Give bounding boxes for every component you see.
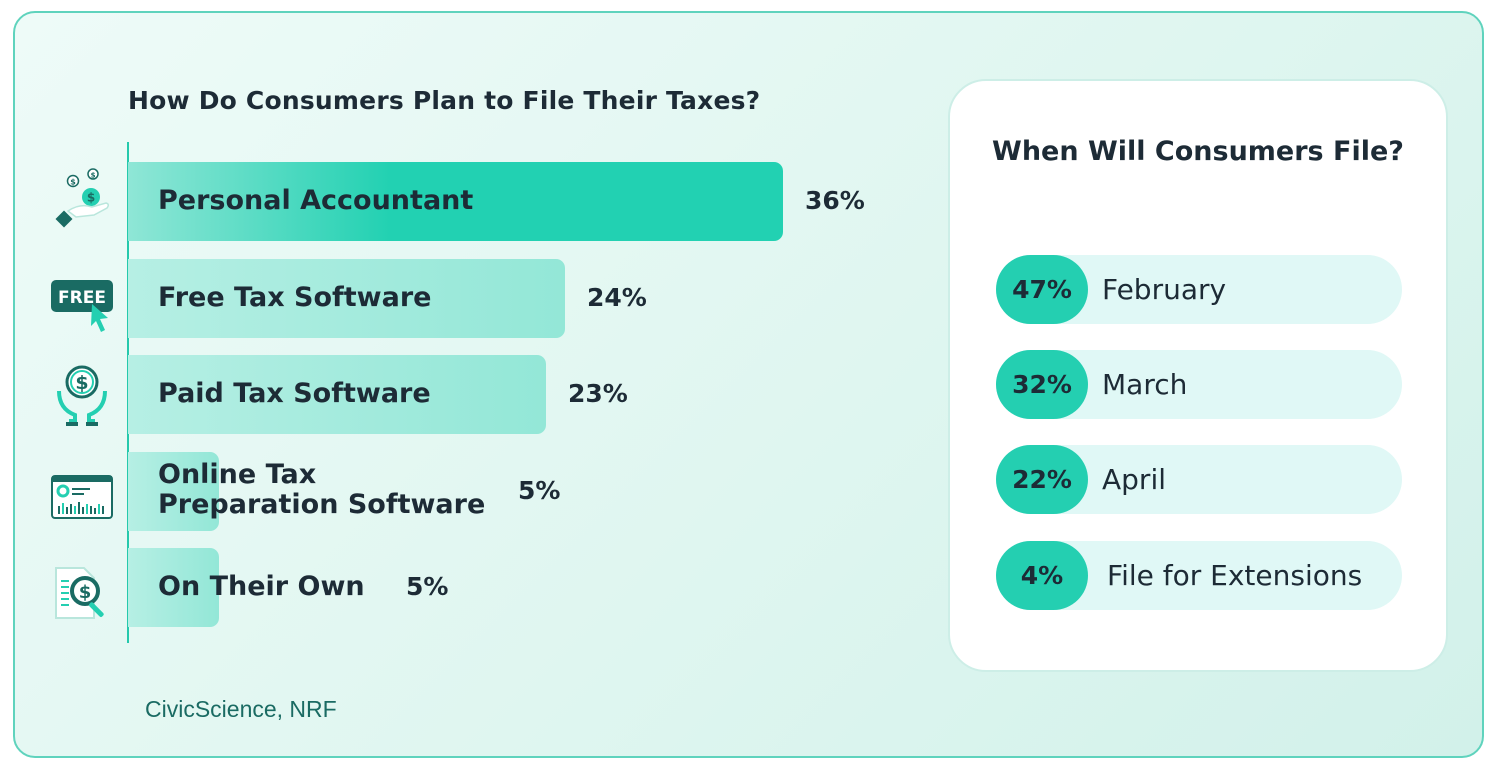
free-tag-cursor-icon: FREE: [51, 280, 113, 332]
bar-label: Personal Accountant: [158, 185, 474, 216]
svg-text:$: $: [91, 172, 96, 180]
bar-label: Paid Tax Software: [158, 378, 431, 409]
hand-coins-icon: $ $ $: [55, 168, 110, 228]
svg-text:FREE: FREE: [58, 288, 106, 308]
svg-text:$: $: [70, 178, 76, 187]
source-note: CivicScience, NRF: [145, 696, 337, 722]
timing-value-badge: 22%: [996, 445, 1088, 514]
bar: [128, 258, 565, 338]
bar: [128, 355, 546, 434]
timing-value-badge: 4%: [996, 541, 1088, 610]
bar-label: On Their Own: [158, 571, 365, 602]
bar-value-label: 5%: [406, 572, 449, 601]
bar: [128, 548, 219, 627]
bar-value-label: 24%: [587, 282, 647, 312]
timing-label: April: [1102, 463, 1166, 496]
bar-label: Online Tax Preparation Software: [158, 458, 486, 520]
bar-value-label: 23%: [568, 379, 628, 408]
timing-row: 4% File for Extensions: [996, 541, 1402, 610]
bar-chart-title: How Do Consumers Plan to File Their Taxe…: [128, 86, 761, 115]
bar-value-label: 5%: [518, 475, 561, 505]
timing-value-badge: 47%: [996, 255, 1088, 324]
timing-value-badge: 32%: [996, 350, 1088, 419]
svg-text:$: $: [87, 191, 95, 205]
timing-panel-title: When Will Consumers File?: [992, 136, 1404, 167]
bar: [128, 451, 219, 531]
dollar-hands-icon: $: [57, 365, 107, 426]
bar-label: Free Tax Software: [158, 281, 432, 313]
timing-row: 22% April: [996, 445, 1402, 514]
timing-label: File for Extensions: [1107, 559, 1363, 592]
timing-row: 32% March: [996, 350, 1402, 419]
svg-text:$: $: [75, 372, 88, 394]
bar: [128, 162, 783, 241]
timing-label: March: [1102, 368, 1188, 401]
timing-label: February: [1102, 273, 1227, 306]
dashboard-chart-icon: [51, 475, 113, 519]
bar-value-label: 36%: [805, 186, 865, 215]
svg-text:$: $: [79, 582, 92, 603]
document-magnifier-dollar-icon: $: [55, 567, 104, 619]
timing-row: 47% February: [996, 255, 1402, 324]
